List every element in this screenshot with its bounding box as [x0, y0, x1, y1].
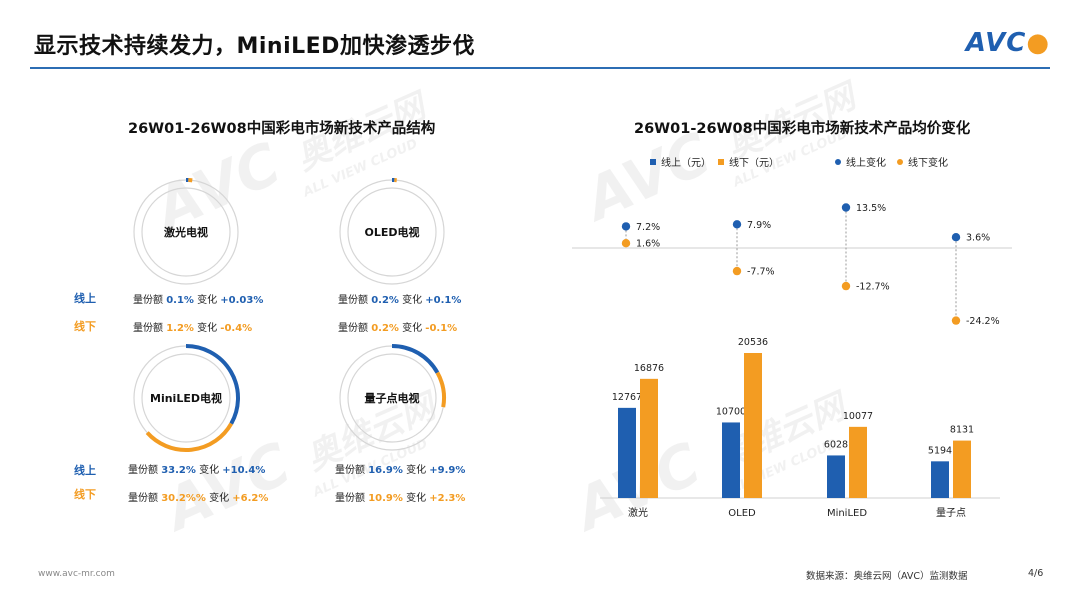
ring-online-stats: 量份额 0.1% 变化 +0.03% [133, 295, 264, 306]
left-panel-title: 26W01-26W08中国彩电市场新技术产品结构 [128, 121, 436, 137]
legend-offline-change: 线下变化 [897, 154, 948, 169]
x-category-label: 量子点 [936, 507, 966, 519]
bar-online [827, 455, 845, 498]
bar-offline [849, 426, 867, 498]
bar-value-label: 10077 [843, 411, 873, 422]
right-panel-title: 26W01-26W08中国彩电市场新技术产品均价变化 [634, 121, 971, 137]
ring-charts: 激光电视 OLED电视 MiniLED电视 量子点电视 [133, 177, 446, 452]
online-change-dot [732, 220, 742, 229]
ring-track-inner [141, 353, 231, 443]
ring-online-arc [185, 344, 240, 425]
ring-online-stats: 量份额 33.2% 变化 +10.4% [128, 465, 266, 476]
data-source: 数据来源：奥维云网（AVC）监测数据 [806, 571, 968, 582]
offline-change-dot [951, 316, 961, 325]
bar-value-label: 16876 [634, 363, 664, 374]
bar-offline [744, 353, 762, 498]
website-link[interactable]: www.avc-mr.com [38, 569, 115, 579]
ring-track-inner [347, 353, 437, 443]
title-divider [30, 67, 1050, 69]
ring-track-inner [347, 187, 437, 277]
offline-change-label: 1.6% [636, 239, 660, 250]
offline-label: 线下 [74, 488, 96, 501]
ring-label: 激光电视 [164, 225, 208, 239]
bar-online [931, 461, 949, 498]
page-title: 显示技术持续发力，MiniLED加快渗透步伐 [34, 34, 475, 59]
online-label: 线上 [74, 292, 96, 305]
bar-offline [953, 440, 971, 498]
offline-change-label: -7.7% [747, 267, 775, 278]
online-change-label: 3.6% [966, 233, 990, 244]
ring-offline-arc [435, 371, 446, 408]
bar-value-label: 12767 [612, 392, 642, 403]
online-label: 线上 [74, 464, 96, 477]
x-category-label: OLED [728, 508, 756, 519]
bar-value-label: 20536 [738, 337, 768, 348]
online-change-label: 13.5% [856, 203, 886, 214]
ring-offline-arc [145, 422, 233, 452]
legend-offline-bar: 线下（元） [718, 154, 779, 169]
legend-online-change: 线上变化 [835, 154, 886, 169]
online-change-label: 7.9% [747, 220, 771, 231]
bar-online [722, 422, 740, 498]
ring-offline-stats: 量份额 10.9% 变化 +2.3% [335, 493, 466, 504]
x-category-label: MiniLED [827, 508, 867, 519]
ring-label: 量子点电视 [365, 391, 420, 405]
ring-online-stats: 量份额 0.2% 变化 +0.1% [338, 295, 462, 306]
bar-value-label: 8131 [950, 425, 974, 436]
online-change-dot [951, 233, 961, 242]
ring-offline-stats: 量份额 1.2% 变化 -0.4% [133, 323, 253, 334]
online-change-label: 7.2% [636, 222, 660, 233]
bar-offline [640, 378, 658, 498]
offline-label: 线下 [74, 320, 96, 333]
offline-change-dot [621, 239, 631, 248]
ring-online-arc [391, 344, 440, 374]
offline-change-dot [841, 281, 851, 291]
ring-offline-stats: 量份额 30.2%% 变化 +6.2% [128, 493, 269, 504]
bar-online [618, 407, 636, 498]
ring-label: OLED电视 [364, 225, 419, 239]
bar-value-label: 5194 [928, 445, 952, 456]
online-change-dot [621, 222, 631, 231]
bar-value-label: 10700 [716, 406, 746, 417]
avc-logo: AVC● [965, 28, 1050, 58]
offline-change-label: -12.7% [856, 282, 890, 293]
x-category-label: 激光 [628, 506, 648, 519]
ring-label: MiniLED电视 [150, 391, 222, 405]
offline-change-label: -24.2% [966, 316, 1000, 327]
bar-value-label: 6028 [824, 439, 848, 450]
ring-track-inner [141, 187, 231, 277]
page-number: 4/6 [1028, 568, 1044, 579]
offline-change-dot [732, 266, 742, 276]
legend-online-bar: 线上（元） [650, 154, 711, 169]
ring-online-stats: 量份额 16.9% 变化 +9.9% [335, 465, 466, 476]
ring-offline-stats: 量份额 0.2% 变化 -0.1% [338, 323, 458, 334]
online-change-dot [841, 203, 851, 212]
